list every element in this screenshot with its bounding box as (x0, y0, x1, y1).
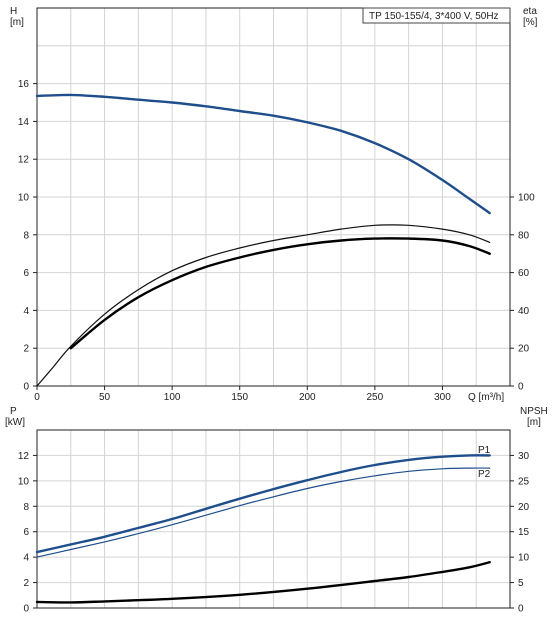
upper-left-tick-label: 4 (23, 306, 29, 317)
upper-left-tick-label: 14 (18, 117, 30, 128)
upper-chart: 0 50 100 150 200 250 300 0 2 4 6 8 10 12 14 16 0 20 40 60… (10, 6, 538, 403)
lower-left-tick-label: 4 (23, 553, 29, 564)
lower-right-tick-label: 25 (518, 476, 530, 487)
lower-right-tick-label: 30 (518, 451, 530, 462)
lower-left-ticks: 0 2 4 6 8 10 12 (18, 451, 37, 615)
lower-left-tick-label: 10 (18, 476, 30, 487)
lower-left-tick-label: 6 (23, 527, 29, 538)
upper-series-line-2 (69, 237, 491, 350)
lower-right-tick-label: 10 (518, 553, 530, 564)
lower-grid (37, 430, 510, 608)
efficiency-axis-label: eta (523, 6, 537, 17)
upper-left-tick-label: 2 (23, 344, 29, 355)
upper-series-line-0 (35, 93, 491, 215)
lower-right-tick-label: 0 (518, 604, 524, 615)
lower-series-line-1 (36, 467, 491, 558)
lower-right-tick-label: 5 (518, 578, 524, 589)
lower-series-line-0 (35, 454, 491, 554)
upper-right-tick-label: 80 (518, 230, 530, 241)
upper-right-tick-label: 20 (518, 344, 530, 355)
series-label-p2: P2 (478, 469, 491, 480)
upper-right-tick-label: 100 (518, 193, 535, 204)
title-box (362, 7, 511, 24)
upper-right-tick-label: 0 (518, 382, 524, 393)
lower-right-ticks: 0 5 10 15 20 25 30 (510, 451, 530, 615)
x-tick-label: 250 (367, 392, 384, 403)
lower-left-tick-label: 0 (23, 604, 29, 615)
x-tick-label: 150 (231, 392, 248, 403)
npsh-axis-unit: [m] (527, 417, 541, 428)
npsh-axis-label: NPSH (520, 406, 548, 417)
series-label-p1: P1 (478, 445, 491, 456)
efficiency-axis-unit: [%] (523, 17, 538, 28)
chart-title: TP 150-155/4, 3*400 V, 50Hz (369, 11, 499, 22)
lower-right-tick-label: 20 (518, 502, 530, 513)
lower-left-tick-label: 8 (23, 502, 29, 513)
power-axis-label: P (10, 406, 17, 417)
upper-grid (37, 8, 510, 386)
flow-axis-label: Q [m³/h] (468, 392, 504, 403)
upper-left-ticks: 0 2 4 6 8 10 12 14 16 (18, 79, 37, 393)
lower-left-tick-label: 2 (23, 578, 29, 589)
upper-x-ticks: 0 50 100 150 200 250 300 (34, 386, 451, 403)
upper-left-tick-label: 10 (18, 193, 30, 204)
lower-series (35, 454, 491, 604)
upper-left-tick-label: 16 (18, 79, 30, 90)
x-tick-label: 50 (99, 392, 111, 403)
x-tick-label: 0 (34, 392, 40, 403)
upper-right-tick-label: 60 (518, 268, 530, 279)
upper-series (35, 93, 491, 387)
head-axis-unit: [m] (10, 17, 24, 28)
upper-left-tick-label: 12 (18, 155, 30, 166)
upper-series-line-1 (36, 224, 491, 387)
x-tick-label: 200 (299, 392, 316, 403)
upper-right-ticks: 0 20 40 60 80 100 (510, 193, 535, 393)
x-tick-label: 100 (164, 392, 181, 403)
lower-series-line-2 (35, 561, 491, 604)
upper-left-tick-label: 6 (23, 268, 29, 279)
lower-plot-frame (36, 429, 511, 609)
power-axis-unit: [kW] (5, 417, 25, 428)
head-axis-label: H (10, 6, 17, 17)
x-tick-label: 300 (434, 392, 451, 403)
upper-right-tick-label: 40 (518, 306, 530, 317)
upper-left-tick-label: 8 (23, 230, 29, 241)
upper-left-tick-label: 0 (23, 382, 29, 393)
lower-left-tick-label: 12 (18, 451, 30, 462)
lower-right-tick-label: 15 (518, 527, 530, 538)
lower-chart: 0 2 4 6 8 10 12 0 5 10 15 20 25 30 P [kW] NPSH [m] P… (5, 406, 548, 615)
